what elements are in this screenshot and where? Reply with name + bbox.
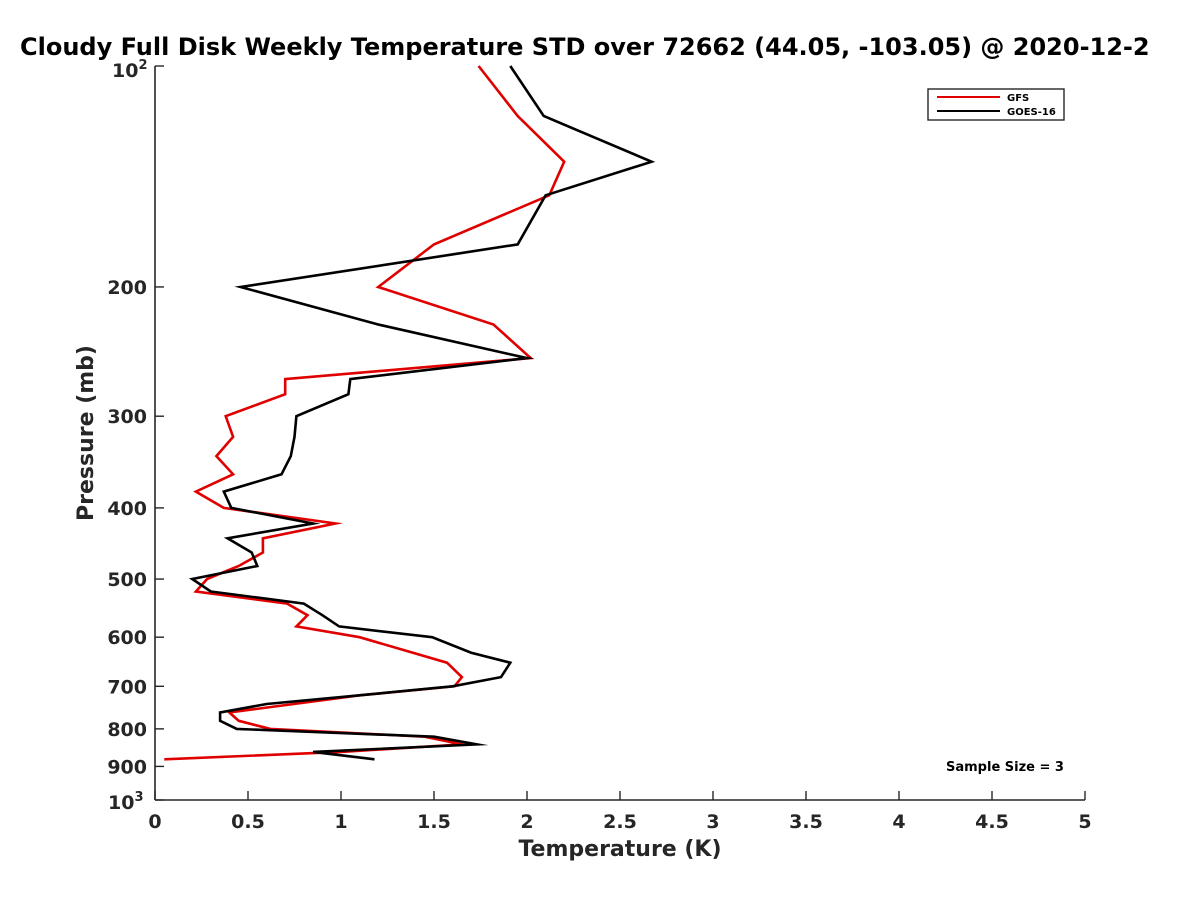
x-axis-label: Temperature (K) bbox=[518, 837, 721, 862]
series-line-goes16 bbox=[188, 65, 656, 761]
y-tick-label: 500 bbox=[107, 569, 147, 591]
y-tick-label: 700 bbox=[107, 676, 147, 698]
y-axis-label: Pressure (mb) bbox=[74, 345, 99, 521]
y-top-exp: 2 bbox=[138, 58, 147, 73]
x-tick-label: 2.5 bbox=[603, 811, 637, 833]
axes: 102 103 bbox=[108, 58, 1085, 814]
y-tick-label-top: 102 bbox=[112, 58, 148, 82]
x-tick-label: 4.5 bbox=[975, 811, 1009, 833]
y-ticks: 200 300 400 500 600 700 800 900 bbox=[107, 65, 164, 801]
x-tick-label: 0 bbox=[148, 811, 161, 833]
series-line-gfs bbox=[164, 65, 566, 761]
x-tick-label: 3 bbox=[706, 811, 719, 833]
y-bottom-base: 10 bbox=[108, 792, 134, 814]
x-tick-label: 3.5 bbox=[789, 811, 823, 833]
y-bottom-exp: 3 bbox=[134, 790, 143, 805]
y-top-base: 10 bbox=[112, 60, 138, 82]
y-tick-label: 200 bbox=[107, 277, 147, 299]
sample-size-annotation: Sample Size = 3 bbox=[946, 760, 1064, 775]
x-tick-label: 0.5 bbox=[231, 811, 265, 833]
y-tick-label: 400 bbox=[107, 498, 147, 520]
x-tick-label: 1 bbox=[334, 811, 347, 833]
legend-box bbox=[927, 88, 1065, 121]
legend-label-goes16: GOES-16 bbox=[1007, 107, 1056, 118]
x-tick-label: 5 bbox=[1078, 811, 1091, 833]
x-tick-label: 2 bbox=[520, 811, 533, 833]
legend: GFS GOES-16 bbox=[927, 88, 1065, 121]
legend-label-gfs: GFS bbox=[1007, 93, 1029, 104]
y-tick-label: 800 bbox=[107, 719, 147, 741]
y-tick-label: 900 bbox=[107, 756, 147, 778]
x-ticks: 0 0.5 1 1.5 2 2.5 3 3.5 4 4.5 5 bbox=[148, 791, 1092, 833]
chart-title: Cloudy Full Disk Weekly Temperature STD … bbox=[20, 33, 1150, 61]
series-lines bbox=[164, 65, 656, 761]
y-tick-label: 600 bbox=[107, 627, 147, 649]
x-tick-label: 1.5 bbox=[417, 811, 451, 833]
x-tick-label: 4 bbox=[892, 811, 905, 833]
y-tick-label: 300 bbox=[107, 406, 147, 428]
y-tick-label-bottom: 103 bbox=[108, 790, 144, 814]
